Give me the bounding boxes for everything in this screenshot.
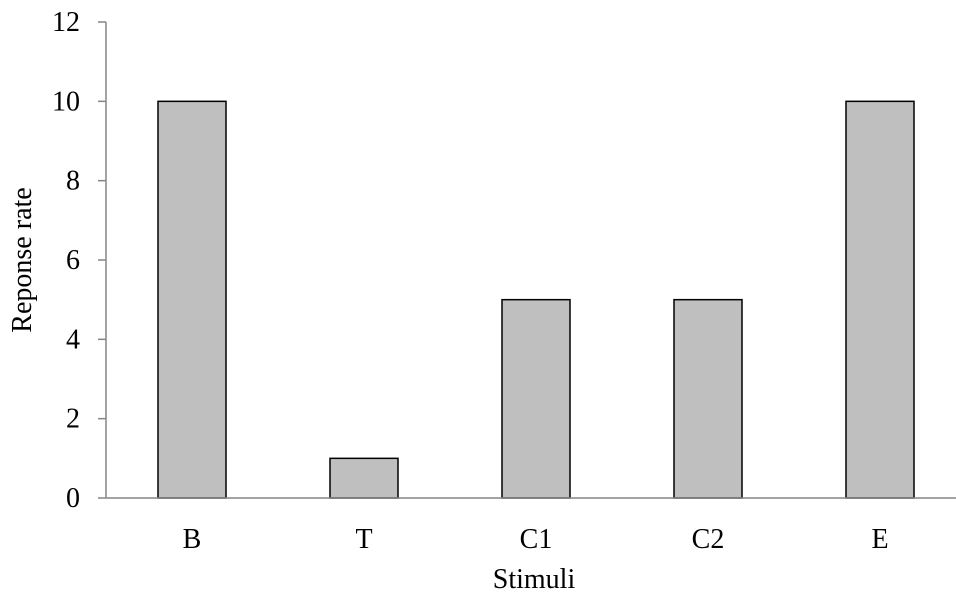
x-tick-label: C2 (692, 524, 725, 555)
y-tick-label: 4 (66, 324, 80, 355)
x-tick-label: E (871, 524, 888, 555)
y-tick-label: 10 (52, 86, 80, 117)
x-tick-label: T (355, 524, 372, 555)
x-axis-tick-labels: B T C1 C2 E (183, 524, 889, 555)
y-tick-label: 12 (52, 7, 80, 38)
y-axis-title: Reponse rate (7, 187, 38, 332)
y-axis-tick-labels: 0 2 4 6 8 10 12 (52, 7, 80, 514)
y-axis-ticks (98, 21, 106, 499)
x-axis-title: Stimuli (493, 564, 576, 595)
bar-c2 (673, 298, 743, 499)
bar-t (329, 457, 399, 499)
bar-b (157, 100, 227, 499)
x-tick-label: C1 (520, 524, 553, 555)
y-tick-label: 6 (66, 245, 80, 276)
y-tick-label: 0 (66, 483, 80, 514)
bars (157, 100, 915, 499)
y-tick-label: 8 (66, 166, 80, 197)
y-tick-label: 2 (66, 404, 80, 435)
x-tick-label: B (183, 524, 202, 555)
bar-c1 (501, 298, 571, 499)
bar-e (845, 100, 915, 499)
